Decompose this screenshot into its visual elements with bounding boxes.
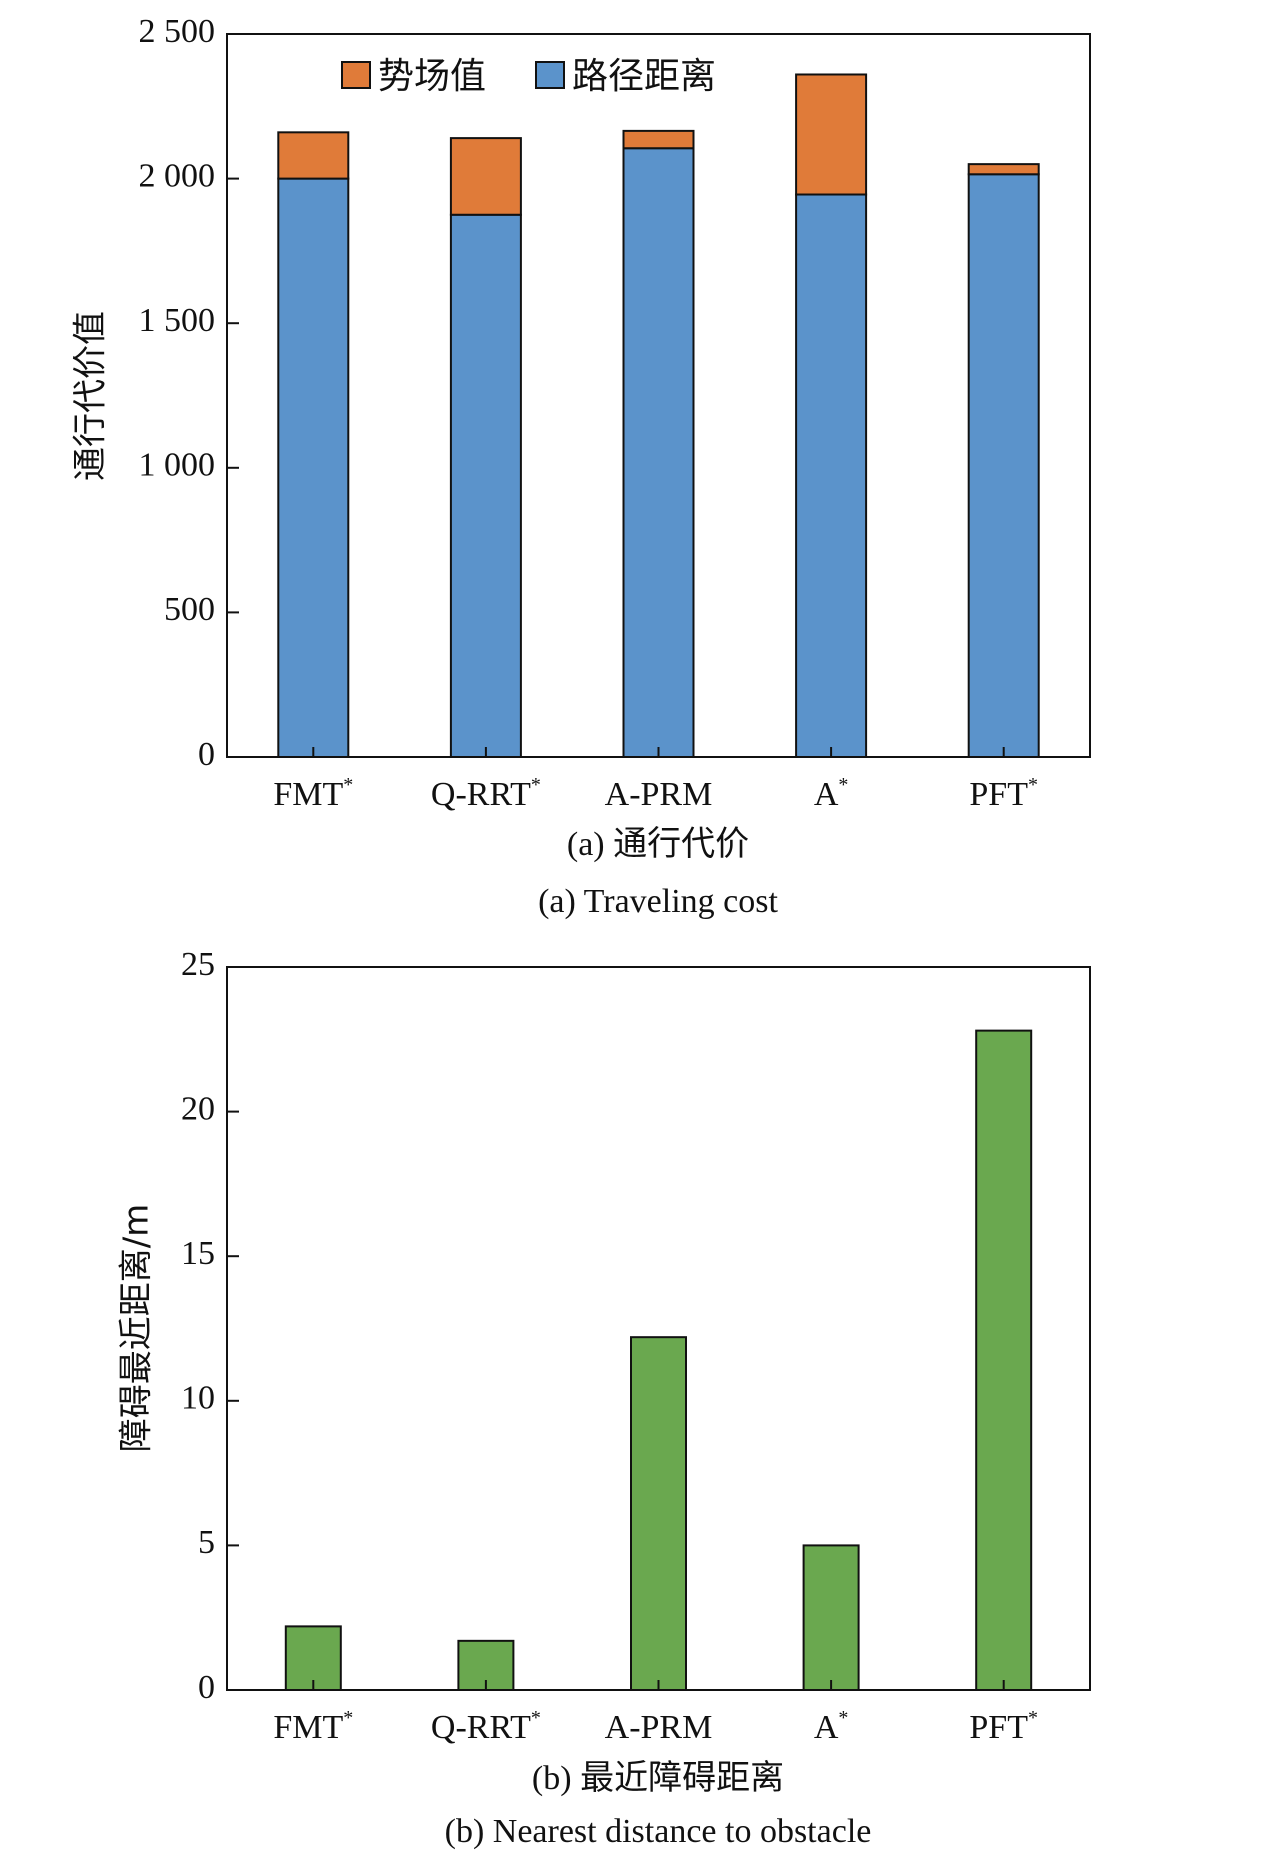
x-tick-label: Q-RRT* bbox=[431, 774, 541, 813]
x-tick-label: A* bbox=[814, 774, 849, 813]
x-tick-label: A-PRM bbox=[605, 1709, 713, 1746]
y-tick-label: 0 bbox=[198, 736, 215, 773]
y-tick-label: 15 bbox=[181, 1235, 215, 1272]
x-tick-label: A-PRM bbox=[605, 776, 713, 813]
y-axis-label: 障碍最近距离/m bbox=[117, 1204, 157, 1453]
bar-segment-series-0-3 bbox=[795, 193, 868, 759]
caption-cn: (a) 通行代价 bbox=[567, 825, 749, 863]
caption-en: (a) Traveling cost bbox=[538, 883, 778, 920]
y-tick-label: 1 500 bbox=[139, 302, 216, 339]
x-tick-label: FMT* bbox=[273, 774, 353, 813]
legend-swatch-potential bbox=[341, 61, 371, 89]
caption-en: (b) Nearest distance to obstacle bbox=[445, 1813, 872, 1850]
x-tick-label: PFT* bbox=[969, 774, 1038, 813]
bar-segment-series-1-1 bbox=[449, 137, 522, 216]
y-tick-label: 2 500 bbox=[139, 13, 216, 50]
bar-segment-series-0-4 bbox=[967, 173, 1040, 758]
y-axis-label: 通行代价值 bbox=[71, 311, 111, 481]
bar-segment-series-1-0 bbox=[277, 131, 350, 180]
bar-segment-value-4 bbox=[975, 1029, 1033, 1691]
bar-segment-series-0-0 bbox=[277, 177, 350, 759]
legend-swatch-distance bbox=[535, 61, 565, 89]
bar-segment-series-1-4 bbox=[967, 163, 1040, 176]
traveling-cost-chart: 0 500 1 000 1 500 2 000 2 500 FMT* Q-RRT* A-PRM… bbox=[71, 13, 1091, 920]
x-tick-label: FMT* bbox=[273, 1707, 353, 1746]
y-tick-label: 20 bbox=[181, 1090, 215, 1127]
bar-segment-value-2 bbox=[630, 1336, 687, 1692]
bar-segment-series-0-2 bbox=[622, 147, 695, 758]
x-tick-label: Q-RRT* bbox=[431, 1707, 541, 1746]
y-tick-label: 1 000 bbox=[139, 447, 216, 484]
nearest-distance-chart: 0 5 10 15 20 25 FMT* Q-RRT* A-PRM A* PFT* 障碍最近距离/… bbox=[117, 946, 1091, 1850]
caption-cn: (b) 最近障碍距离 bbox=[532, 1759, 784, 1797]
y-tick-label: 10 bbox=[181, 1380, 215, 1417]
x-tick-label: PFT* bbox=[969, 1707, 1038, 1746]
y-tick-label: 0 bbox=[198, 1669, 215, 1706]
bar-segment-series-1-3 bbox=[795, 73, 868, 196]
y-tick-label: 500 bbox=[164, 591, 215, 628]
legend: 势场值 路径距离 bbox=[341, 56, 716, 97]
legend-label-distance: 路径距离 bbox=[572, 56, 716, 97]
y-tick-label: 25 bbox=[181, 946, 215, 983]
y-tick-label: 2 000 bbox=[139, 157, 216, 194]
bar-segment-series-1-2 bbox=[622, 129, 695, 150]
bar-segment-value-3 bbox=[802, 1544, 860, 1692]
bar-segment-series-0-1 bbox=[449, 213, 522, 758]
y-tick-label: 5 bbox=[198, 1524, 215, 1561]
legend-label-potential: 势场值 bbox=[378, 56, 486, 97]
x-tick-label: A* bbox=[814, 1707, 849, 1746]
